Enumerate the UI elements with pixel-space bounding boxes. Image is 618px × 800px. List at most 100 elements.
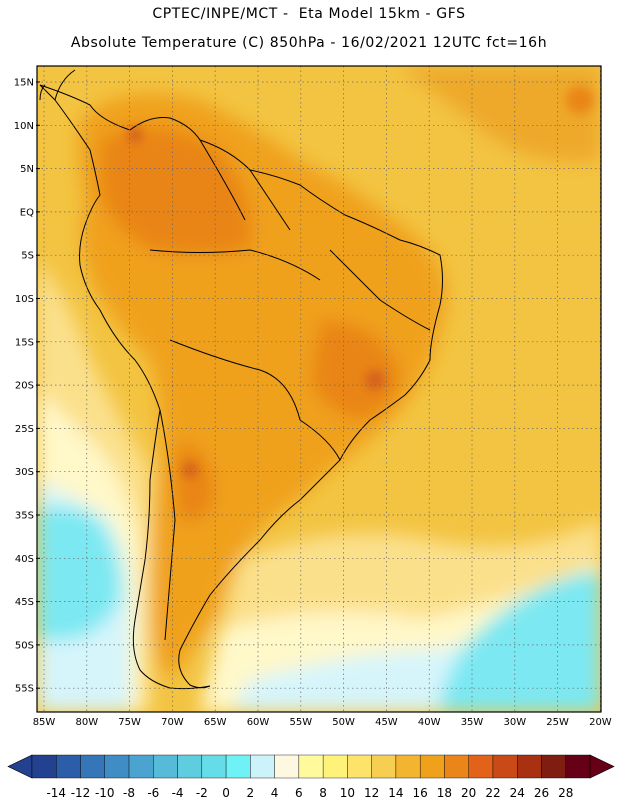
longitude-label: 40W [418,717,441,728]
colorbar-swatch [492,754,518,779]
latitude-label: 10S [15,294,34,305]
colorbar-label: 10 [340,786,355,800]
colorbar-swatch [444,754,469,779]
colorbar-swatch [541,754,566,779]
colorbar-label: -8 [123,786,135,800]
pacific-colder-area [37,506,121,640]
colorbar-label: -6 [147,786,159,800]
latitude-label: 55S [15,684,34,695]
map-frame [36,65,602,713]
latitude-labels: 15N 10N 5N EQ 5S 10S 15S 20S 25S 30S 35S 40S 45S 50S 5… [14,78,40,695]
colorbar-swatch [177,754,203,779]
hot-spot-north [127,127,143,143]
longitude-label: 20W [589,717,612,728]
longitude-label: 70W [161,717,184,728]
longitude-label: 85W [33,717,56,728]
latitude-label: 15N [14,78,34,89]
colorbar-swatch [104,754,130,779]
south-america-coastline [39,84,443,690]
colorbar-label: 4 [271,786,279,800]
longitude-label: 45W [375,717,398,728]
colorbar-swatch [128,754,154,779]
longitude-label: 55W [289,717,312,728]
colorbar-label: 2 [247,786,255,800]
colorbar-swatch [347,754,372,779]
longitude-label: 80W [75,717,98,728]
colorbar-label: 24 [510,786,525,800]
map-title-line-2: Absolute Temperature (C) 850hPa - 16/02/… [70,35,548,51]
longitude-label: 25W [546,717,569,728]
colorbar-label: 20 [461,786,476,800]
latitude-label: 35S [15,511,34,522]
latitude-label: 40S [15,554,34,565]
hot-spot-atlantic [566,86,594,114]
border-uruguay [299,419,341,461]
longitude-label: 30W [503,717,526,728]
temperature-field [37,66,601,712]
colorbar-swatch [419,754,445,779]
amazon-hotter-area [100,127,252,255]
longitude-label: 50W [332,717,355,728]
hot-spot-southeast [365,370,385,390]
colorbar-label: -2 [196,786,208,800]
latitude-label: 10N [14,121,34,132]
coastlines-and-borders [39,69,443,690]
colorbar-swatch [56,754,81,779]
colorbar-label: -4 [172,786,184,800]
colorbar-swatch [274,754,300,779]
border-brazil-states [329,249,431,331]
colorbar-swatch [371,754,397,779]
colorbar-swatch [153,754,178,779]
border-bolivia [169,339,301,421]
latitude-label: 5S [21,251,34,262]
longitude-label: 65W [204,717,227,728]
colorbar-label: -12 [71,786,91,800]
longitude-labels: 85W 80W 75W 70W 65W 60W 55W 50W 45W 40W 35W 30W 25W 2… [33,717,612,728]
latitude-label: 5N [20,164,34,175]
colorbar-label: 6 [295,786,303,800]
colorbar-swatch [517,754,542,779]
map-title-line-1: CPTEC/INPE/MCT - Eta Model 15km - GFS [152,6,466,22]
colorbar-label: 0 [222,786,230,800]
latitude-label: 20S [15,381,34,392]
colorbar-label: -14 [46,786,66,800]
colorbar-swatch [250,754,275,779]
latitude-label: 45S [15,597,34,608]
colorbar-left-arrow [7,754,33,779]
central-hotter-area [310,320,400,420]
colorbar-label: 26 [534,786,549,800]
colorbar-swatch [468,754,494,779]
border-venezuela-colombia [199,139,246,221]
colorbar-label: 22 [485,786,500,800]
colorbar-swatch [565,754,591,779]
colorbar-swatch [31,754,57,779]
central-america-coast [39,69,76,101]
colorbar: -14 -12 -10 -8 -6 -4 -2 0 2 4 6 8 10 12 14 16 18 20 22 24 26… [7,754,615,800]
colorbar-label: 14 [388,786,403,800]
longitude-label: 75W [118,717,141,728]
latitude-label: 30S [15,467,34,478]
colorbar-label: -10 [95,786,115,800]
latitude-label: 15S [15,337,34,348]
colorbar-swatch [395,754,421,779]
colorbar-swatch [225,754,251,779]
colorbar-label: 18 [437,786,452,800]
chaco-hotter-area [175,440,215,523]
colorbar-label: 12 [364,786,379,800]
latitude-label: 50S [15,640,34,651]
border-brazil-peru [149,249,321,281]
colorbar-swatch [322,754,348,779]
colorbar-swatch [298,754,324,779]
colorbar-label: 28 [558,786,573,800]
latitude-label: 25S [15,424,34,435]
border-guyana [249,169,291,231]
hot-spot-argentina [182,462,198,478]
atlantic-colder-area [440,570,601,712]
colorbar-label: 16 [413,786,428,800]
colorbar-right-arrow [589,754,615,779]
latitude-label: EQ [20,207,34,218]
longitude-label: 35W [461,717,484,728]
longitude-label: 60W [247,717,270,728]
colorbar-swatch [80,754,105,779]
